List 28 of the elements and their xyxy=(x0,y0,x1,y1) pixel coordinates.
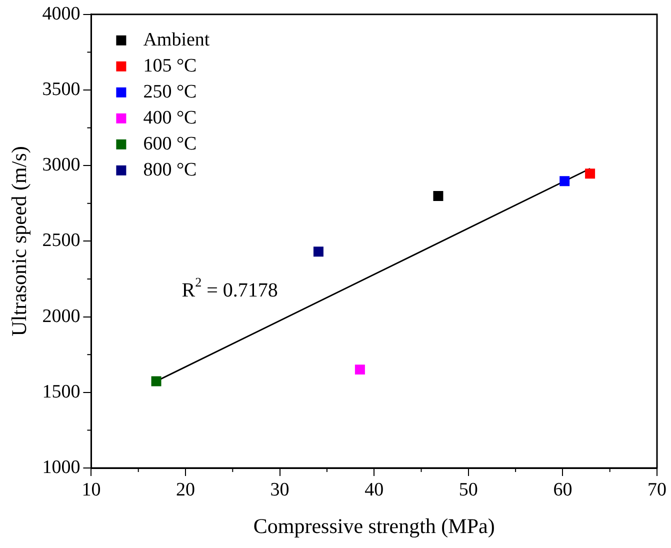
y-tick-label: 1000 xyxy=(42,456,80,478)
x-tick-label: 20 xyxy=(176,479,195,500)
legend-label: 250 °C xyxy=(143,81,197,102)
x-tick-label: 50 xyxy=(458,479,478,500)
legend-label: 800 °C xyxy=(143,159,197,180)
x-tick-label: 40 xyxy=(364,479,384,500)
point xyxy=(585,168,596,179)
point xyxy=(313,246,324,257)
y-tick-label: 3500 xyxy=(42,78,80,100)
legend-label: Ambient xyxy=(143,29,210,50)
point xyxy=(151,376,162,386)
point xyxy=(560,176,570,186)
legend-label: 105 °C xyxy=(143,55,197,76)
x-tick-label: 10 xyxy=(82,479,101,500)
point xyxy=(354,364,365,375)
x-tick-label: 70 xyxy=(648,479,666,500)
y-tick-label: 2500 xyxy=(42,230,80,252)
legend-label: 400 °C xyxy=(143,107,197,128)
point xyxy=(433,191,444,201)
y-tick-label: 1500 xyxy=(42,381,80,402)
y-tick-label: 4000 xyxy=(42,3,80,24)
legend-label: 600 °C xyxy=(143,133,197,154)
x-tick-label: 30 xyxy=(270,479,290,500)
x-tick-label: 60 xyxy=(553,479,572,500)
y-tick-label: 2000 xyxy=(42,306,80,327)
x-axis-title: Compressive strength (MPa) xyxy=(253,514,495,538)
y-axis-title: Ultrasonic speed (m/s) xyxy=(7,146,32,336)
y-tick-label: 3000 xyxy=(42,154,80,176)
